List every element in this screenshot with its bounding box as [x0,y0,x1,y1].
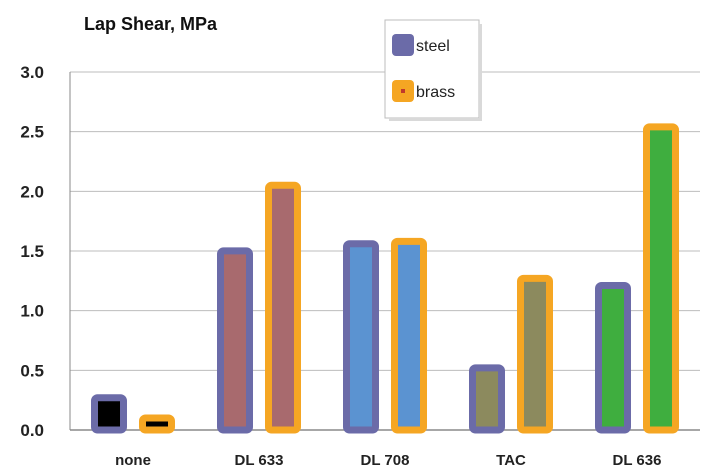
bar-brass-4 [643,123,679,434]
bar-steel-2 [343,240,379,434]
chart-title: Lap Shear, MPa [84,14,218,34]
y-tick-label: 2.5 [20,123,44,142]
y-tick-label: 1.0 [20,302,44,321]
legend: steel brass [384,19,482,121]
bar-brass-1 [265,181,301,434]
y-tick-label: 2.0 [20,182,44,201]
y-tick-label: 1.5 [20,242,44,261]
legend-label-steel: steel [416,38,450,55]
x-tick-label: TAC [496,452,526,469]
x-axis-labels: none DL 633 DL 708 TAC DL 636 [115,452,661,469]
bar-steel-1 [217,247,253,434]
y-tick-label: 0.5 [20,361,44,380]
x-tick-label: DL 633 [235,452,284,469]
y-axis-ticks: 0.0 0.5 1.0 1.5 2.0 2.5 3.0 [20,63,44,440]
x-tick-label: none [115,452,151,469]
bar-brass-2 [391,237,427,434]
bars [91,123,679,434]
legend-shadow [479,24,482,120]
bar-steel-4 [595,282,631,434]
bar-brass-0 [139,414,175,434]
bar-steel-0 [91,394,127,434]
x-tick-label: DL 636 [613,452,662,469]
legend-swatch-dot [401,89,405,93]
bar-steel-3 [469,364,505,434]
gridlines [69,71,700,431]
x-tick-label: DL 708 [361,452,410,469]
legend-shadow [389,118,482,121]
legend-label-brass: brass [416,84,455,101]
y-tick-label: 0.0 [20,421,44,440]
legend-swatch-steel [392,34,414,56]
y-tick-label: 3.0 [20,63,44,82]
bar-brass-3 [517,274,553,434]
